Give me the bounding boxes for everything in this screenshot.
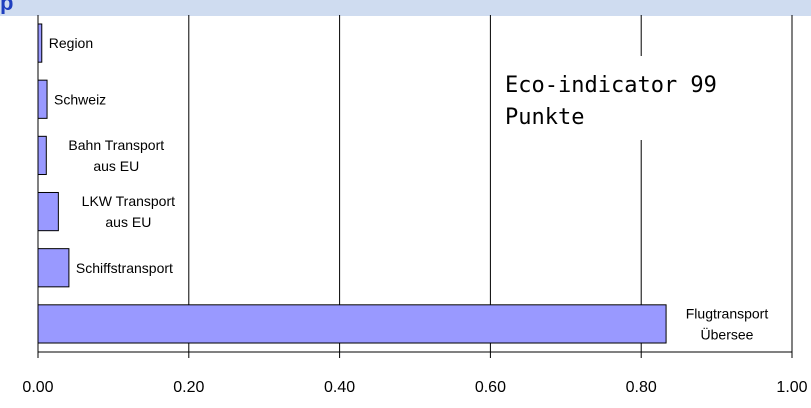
x-tick-label: 0.00 [22,379,53,396]
x-tick-label: 0.40 [324,379,355,396]
category-label: Bahn Transport [68,137,164,153]
bar [37,248,70,288]
bar [37,23,43,63]
category-label: Flugtransport [686,305,769,321]
bar [37,79,48,119]
header-title-fragment: p [0,0,14,14]
annotation-line-2: Punkte [505,105,584,130]
x-tick-label: 0.20 [173,379,204,396]
category-label: Schiffstransport [76,260,173,276]
category-label: Region [49,35,93,51]
category-label: aus EU [93,158,139,174]
category-label: aus EU [105,214,151,230]
category-label: LKW Transport [82,193,175,209]
x-tick-label: 0.60 [475,379,506,396]
x-tick-labels: 0.00 0.20 0.40 0.60 0.80 1.00 [22,379,807,396]
category-labels: Region Schweiz Bahn Transport aus EU LKW Tra… [49,35,769,342]
annotation-line-1: Eco-indicator 99 [505,73,717,98]
bar [37,191,59,232]
x-tick-label: 0.80 [626,379,657,396]
bar [37,304,667,344]
x-tick-label: 1.00 [776,379,807,396]
category-label: Schweiz [54,91,106,107]
header-strip: p [0,0,811,16]
annotation-background [491,56,791,140]
category-label: Übersee [701,325,754,342]
bars [37,23,667,344]
bar [37,135,47,176]
x-ticks [37,352,793,358]
annotation-box: Eco-indicator 99 Punkte [491,56,791,140]
